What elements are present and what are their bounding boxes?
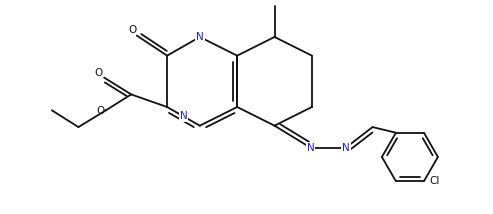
Text: Cl: Cl — [429, 176, 439, 186]
Text: O: O — [96, 106, 105, 116]
Text: N: N — [342, 143, 350, 153]
Text: N: N — [196, 32, 204, 42]
Text: N: N — [179, 111, 187, 121]
Text: N: N — [307, 143, 315, 153]
Text: O: O — [128, 25, 136, 35]
Text: O: O — [94, 68, 103, 78]
